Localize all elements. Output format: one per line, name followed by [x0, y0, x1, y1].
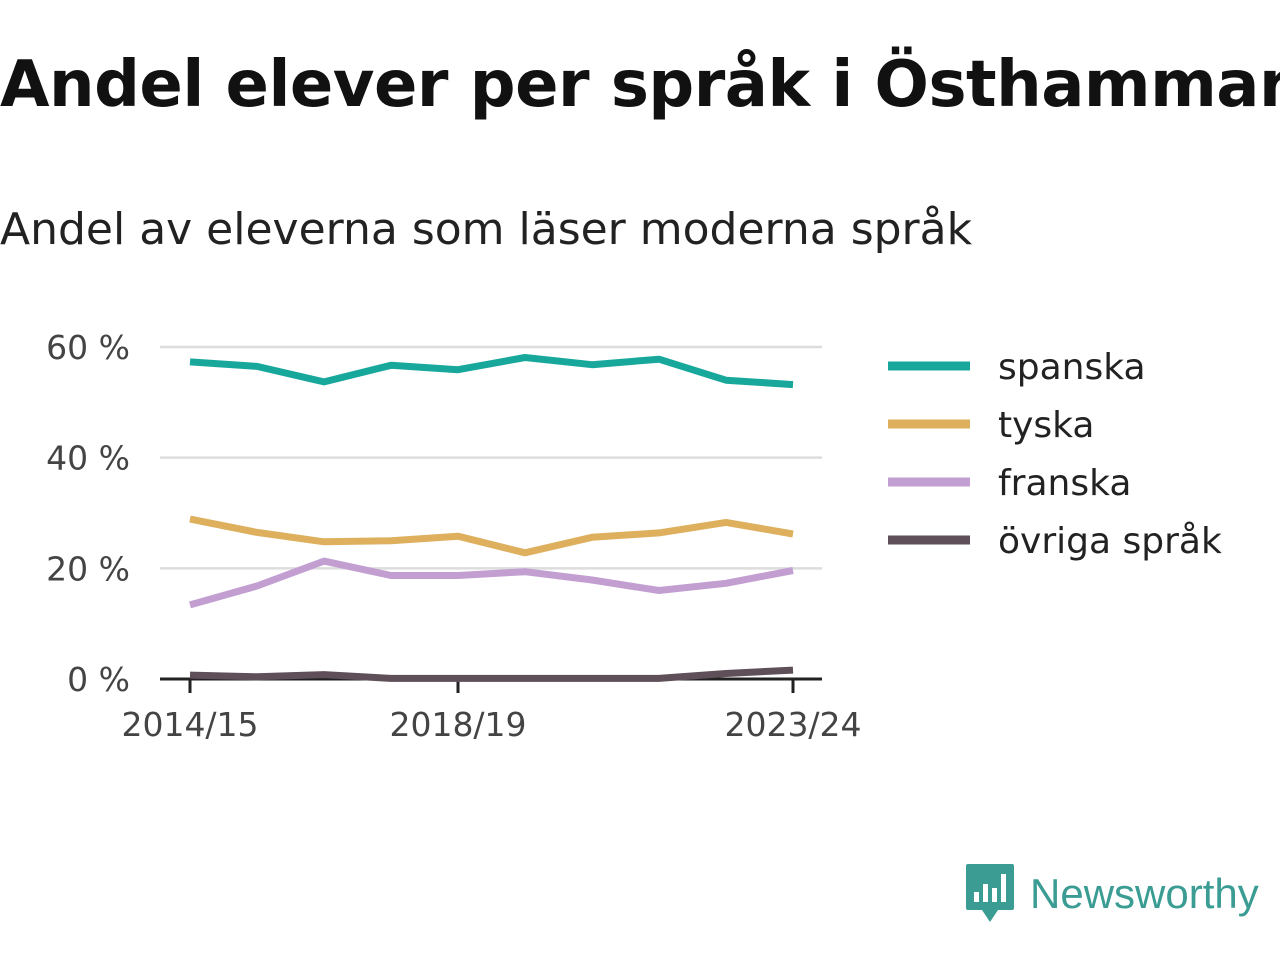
y-axis: 0 % 20 % 40 % 60 % — [46, 328, 130, 699]
y-tick-label: 60 % — [46, 328, 130, 367]
x-axis: 2014/15 2018/19 2023/24 — [121, 677, 862, 744]
legend-label: spanska — [998, 347, 1146, 388]
y-tick-label: 40 % — [46, 439, 130, 478]
gridlines — [160, 345, 822, 570]
legend-item[interactable]: spanska — [888, 347, 1146, 388]
series-line-franska — [189, 557, 794, 609]
legend-item[interactable]: franska — [888, 463, 1131, 504]
brand-name: Newsworthy — [1030, 870, 1259, 917]
y-tick-label: 0 % — [67, 660, 130, 699]
legend-label: övriga språk — [998, 521, 1222, 562]
legend-item[interactable]: övriga språk — [888, 521, 1222, 562]
chart-subtitle: Andel av eleverna som läser moderna språ… — [0, 204, 973, 255]
series-line-övriga-språk — [189, 666, 794, 682]
legend-item[interactable]: tyska — [888, 405, 1094, 446]
legend-label: tyska — [998, 405, 1094, 446]
series-line-tyska — [189, 515, 794, 557]
y-tick-label: 20 % — [46, 549, 130, 588]
legend[interactable]: spanska tyska franska övriga språk — [888, 347, 1222, 562]
x-tick-label: 2023/24 — [724, 705, 861, 744]
newsworthy-logo-icon — [966, 864, 1014, 922]
brand-logo: Newsworthy — [964, 862, 1259, 926]
legend-label: franska — [998, 463, 1131, 504]
x-tick-label: 2014/15 — [121, 705, 258, 744]
series-lines — [189, 354, 794, 682]
series-line-spanska — [189, 354, 794, 389]
x-tick-label: 2018/19 — [389, 705, 526, 744]
chart-title: Andel elever per språk i Östhammar — [0, 48, 1280, 122]
